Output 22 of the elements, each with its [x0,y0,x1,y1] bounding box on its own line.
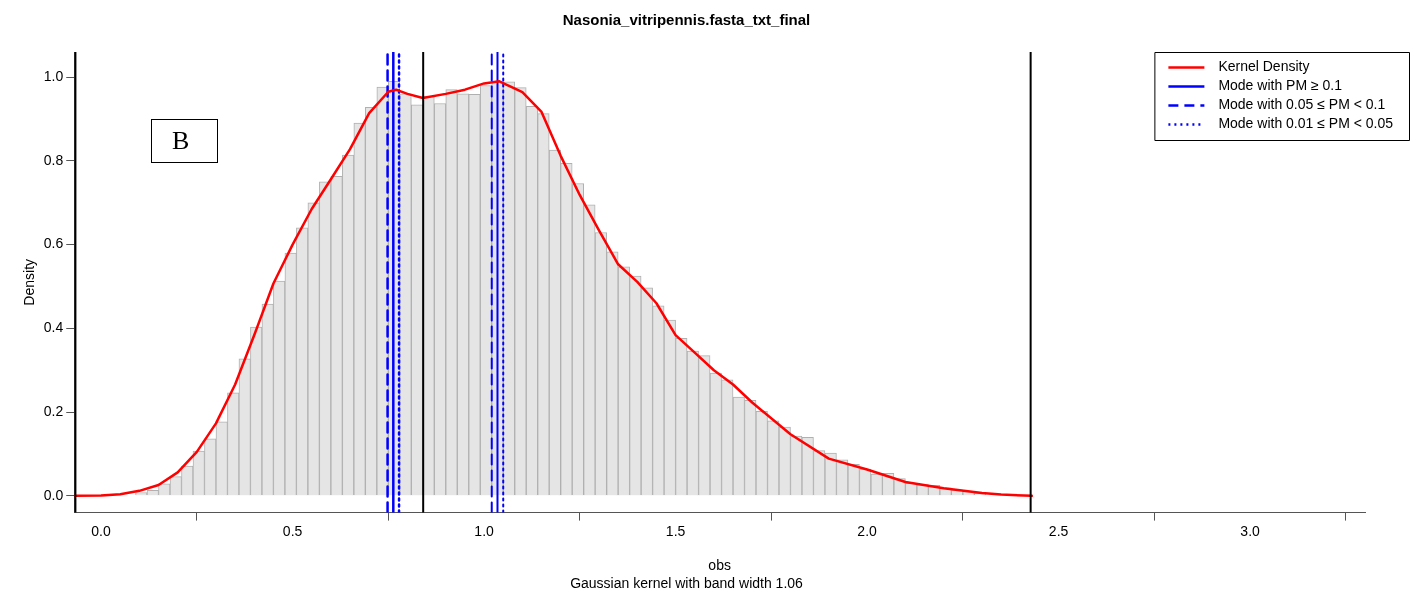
x-axis-title: obs [708,556,731,573]
y-tick-label: 1.0 [43,67,64,84]
x-tick-label: 1.0 [474,522,495,539]
y-axis-title: Density [21,258,38,306]
chart-title: Nasonia_vitripennis.fasta_txt_final [562,11,811,29]
x-tick-label: 0.0 [91,522,112,539]
x-tick-label: 2.5 [1048,522,1069,539]
legend-label: Mode with PM ≥ 0.1 [1218,77,1343,94]
x-tick-label: 3.0 [1240,522,1261,539]
x-tick-label: 1.5 [665,522,686,539]
x-tick-label: 2.0 [857,522,878,539]
legend-label: Mode with 0.01 ≤ PM < 0.05 [1218,115,1394,132]
annotation: B [151,119,219,163]
y-tick-label: 0.4 [43,319,64,336]
legend-label: Mode with 0.05 ≤ PM < 0.1 [1218,96,1386,113]
y-tick-label: 0.2 [43,402,64,419]
y-tick-label: 0.8 [43,151,64,168]
y-tick-label: 0.6 [43,235,64,252]
x-tick-label: 0.5 [282,522,303,539]
legend-label: Kernel Density [1218,58,1310,75]
text: Gaussian kernel with band width 1.06 [570,575,804,592]
y-tick-label: 0.0 [43,486,64,503]
